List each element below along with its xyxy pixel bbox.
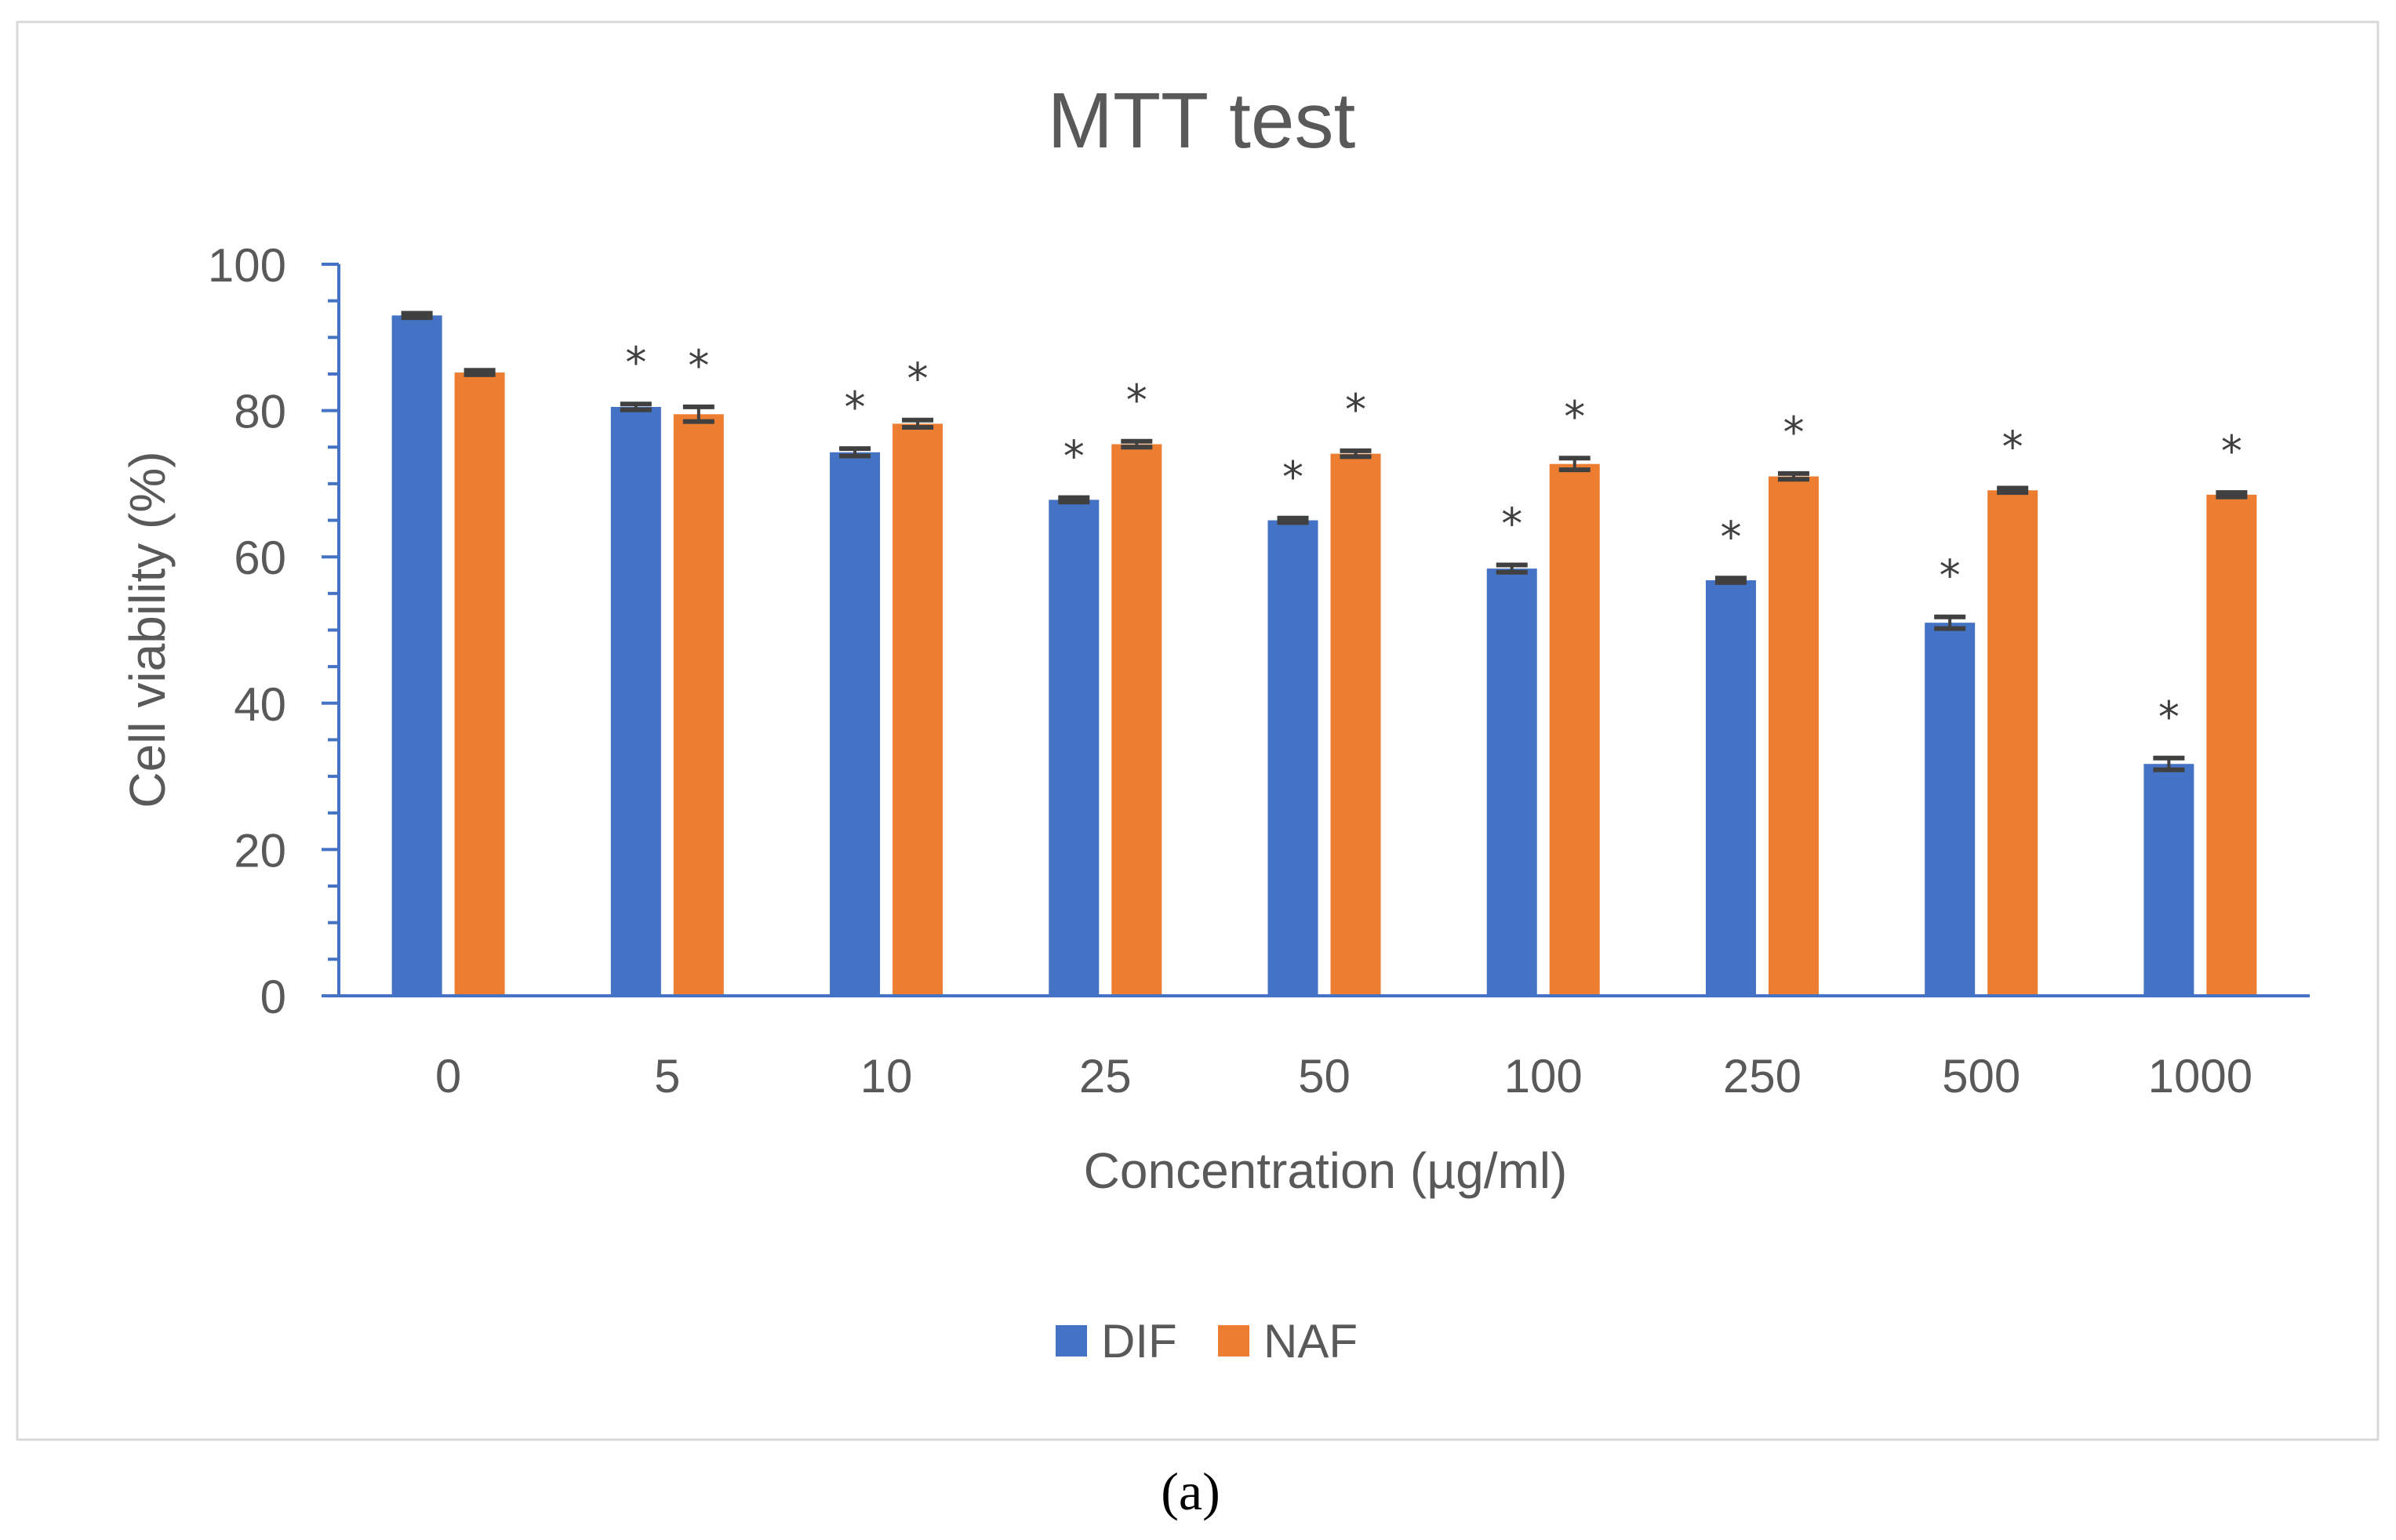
legend-swatch-naf	[1218, 1325, 1249, 1357]
significance-marker: *	[1564, 392, 1585, 441]
y-tick-label: 40	[234, 678, 286, 731]
bar-naf	[1987, 490, 2038, 996]
legend-label-naf: NAF	[1263, 1315, 1358, 1367]
y-tick-label: 20	[234, 824, 286, 877]
bar-dif	[1267, 520, 1318, 996]
x-tick-label: 50	[1298, 1050, 1351, 1102]
x-tick-label: 0	[435, 1050, 461, 1102]
x-tick-label: 250	[1723, 1050, 1802, 1102]
significance-marker: *	[1783, 408, 1804, 457]
x-tick-label: 25	[1079, 1050, 1132, 1102]
bar-dif	[391, 315, 442, 996]
x-tick-label: 500	[1942, 1050, 2020, 1102]
bar-naf	[1111, 444, 1162, 996]
x-axis-label: Concentration (µg/ml)	[1084, 1142, 1568, 1199]
x-tick-label: 100	[1504, 1050, 1583, 1102]
significance-marker: *	[688, 341, 709, 390]
x-tick-label: 1000	[2148, 1050, 2252, 1102]
bar-naf	[893, 423, 943, 996]
significance-marker: *	[2158, 692, 2180, 742]
bar-naf	[1549, 463, 1600, 996]
significance-marker: *	[1720, 512, 1741, 561]
significance-marker: *	[1345, 385, 1366, 434]
y-tick-label: 100	[208, 239, 286, 292]
significance-marker: *	[625, 338, 646, 387]
significance-marker: *	[907, 354, 929, 404]
y-tick-label: 60	[234, 532, 286, 584]
chart-title: MTT test	[1048, 77, 1356, 165]
y-tick-label: 0	[260, 971, 286, 1023]
significance-marker: *	[1063, 432, 1085, 481]
y-axis-label: Cell viability (%)	[119, 451, 176, 808]
figure-caption: (a)	[1161, 1462, 1220, 1521]
bar-dif	[1049, 499, 1100, 996]
bar-naf	[1330, 453, 1381, 996]
significance-marker: *	[1282, 452, 1303, 502]
bar-naf	[1768, 476, 1819, 996]
bar-naf	[2206, 494, 2257, 996]
significance-marker: *	[1940, 551, 1961, 601]
significance-marker: *	[2221, 427, 2242, 476]
significance-marker: *	[1501, 499, 1522, 548]
bar-dif	[610, 406, 661, 996]
significance-marker: *	[2002, 422, 2023, 471]
legend-label-dif: DIF	[1101, 1315, 1177, 1367]
legend-swatch-dif	[1056, 1325, 1087, 1357]
bar-dif	[1486, 568, 1537, 996]
bar-dif	[830, 452, 881, 996]
legend: DIF NAF	[1056, 1315, 1358, 1367]
x-tick-label: 5	[654, 1050, 680, 1102]
bar-dif	[1705, 580, 1756, 996]
bar-dif	[1925, 623, 1976, 996]
significance-marker: *	[1126, 376, 1147, 425]
y-tick-label: 80	[234, 386, 286, 438]
x-tick-label: 10	[860, 1050, 913, 1102]
significance-marker: *	[845, 383, 866, 432]
bar-naf	[673, 414, 724, 996]
bar-dif	[2143, 764, 2194, 996]
bar-naf	[454, 372, 505, 997]
